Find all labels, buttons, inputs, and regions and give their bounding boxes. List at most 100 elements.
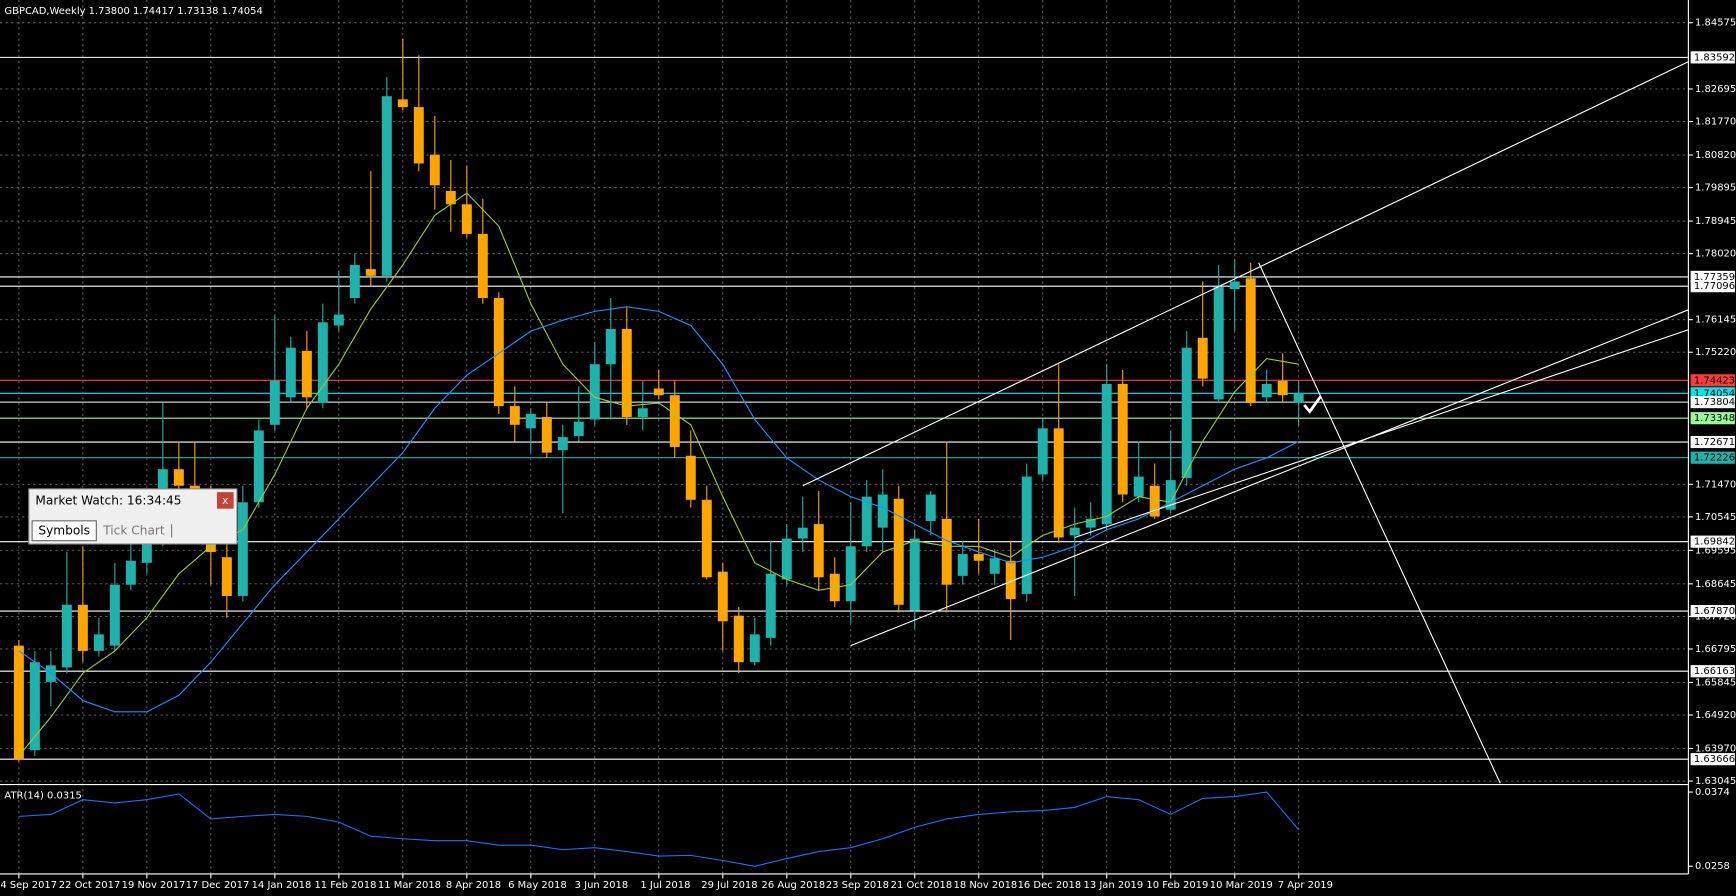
indicator-title: ATR(14) 0.0315 — [4, 791, 81, 802]
y-tick-label: 1.65845 — [1695, 677, 1736, 688]
price-plot — [0, 38, 1689, 784]
candle-body — [93, 634, 104, 651]
candle-body — [605, 328, 616, 365]
trend-line — [1074, 329, 1689, 539]
x-tick-label: 19 Nov 2017 — [122, 880, 186, 891]
trend-line — [850, 309, 1689, 647]
y-tick-label: 1.81770 — [1695, 117, 1736, 128]
x-tick-label: 7 Apr 2019 — [1278, 880, 1333, 891]
candle-body — [29, 662, 40, 751]
y-tick-label: 1.68645 — [1695, 579, 1736, 590]
level-label-box — [1690, 51, 1735, 64]
candle-body — [461, 204, 472, 234]
y-tick-label: 1.70545 — [1695, 512, 1736, 523]
x-tick-label: 6 May 2018 — [508, 880, 567, 891]
window-title: Market Watch: 16:34:45 — [35, 493, 181, 507]
grid — [0, 0, 1689, 874]
y-tick-label: 1.80820 — [1695, 150, 1736, 161]
x-tick-label: 10 Mar 2019 — [1210, 880, 1273, 891]
candle-body — [749, 634, 760, 663]
candle-body — [1005, 560, 1016, 600]
candle-body — [1293, 393, 1304, 403]
atr-plot — [18, 791, 1300, 867]
candle-body — [1053, 428, 1064, 538]
candle-body — [1133, 476, 1144, 497]
x-tick-label: 21 Oct 2018 — [891, 880, 953, 891]
x-tick-label: 3 Jun 2018 — [575, 880, 629, 891]
x-tick-label: 22 Oct 2017 — [59, 880, 121, 891]
candle-body — [909, 538, 920, 611]
candle-body — [429, 154, 440, 186]
candle-body — [781, 538, 792, 580]
candle-body — [13, 645, 24, 760]
candle-body — [125, 560, 136, 585]
candle-body — [173, 469, 184, 486]
candle-body — [525, 413, 536, 429]
x-tick-label: 8 Apr 2018 — [446, 880, 501, 891]
level-label: 1.63666 — [1694, 754, 1735, 765]
cursor-mark — [1303, 395, 1322, 414]
level-label: 1.73348 — [1694, 413, 1735, 424]
y-tick-label: 0.0258 — [1695, 861, 1730, 872]
x-tick-label: 17 Dec 2017 — [186, 880, 250, 891]
chart-title: GBPCAD,Weekly 1.73800 1.74417 1.73138 1.… — [4, 6, 262, 17]
candle-body — [1277, 380, 1288, 396]
y-tick-label: 1.84575 — [1695, 18, 1736, 29]
y-tick-label: 1.69595 — [1695, 545, 1736, 556]
candle-body — [589, 364, 600, 420]
level-label: 1.83592 — [1694, 52, 1735, 63]
candle-body — [237, 502, 248, 596]
candle-body — [893, 498, 904, 605]
level-label-box — [1690, 535, 1735, 548]
level-label: 1.67870 — [1694, 606, 1735, 617]
tab-active[interactable] — [31, 520, 97, 542]
candle-body — [925, 494, 936, 521]
candle-body — [797, 527, 808, 539]
x-tick-label: 18 Nov 2018 — [953, 880, 1017, 891]
level-label-box — [1690, 280, 1735, 293]
market-watch-window[interactable]: Market Watch: 16:34:45 x Symbols Tick Ch… — [28, 488, 238, 545]
candle-body — [621, 328, 632, 418]
tab-label[interactable]: Symbols — [38, 523, 90, 537]
x-tick-label: 11 Feb 2018 — [314, 880, 376, 891]
y-tick-label: 1.64920 — [1695, 710, 1736, 721]
tab-label[interactable]: Tick Chart — [102, 523, 165, 537]
x-tick-label: 26 Aug 2018 — [762, 880, 826, 891]
level-label-box — [1690, 374, 1735, 387]
check-icon — [1303, 395, 1322, 414]
candle-body — [877, 494, 888, 528]
moving-average — [18, 306, 1299, 713]
level-label-box — [1690, 753, 1735, 766]
candle-body — [1149, 485, 1160, 517]
candle-body — [957, 554, 968, 576]
candle-body — [1181, 347, 1192, 478]
level-label: 1.72226 — [1694, 453, 1735, 464]
x-tick-label: 13 Jan 2019 — [1084, 880, 1144, 891]
candle-body — [269, 380, 280, 425]
level-label: 1.72671 — [1694, 437, 1735, 448]
level-label: 1.77096 — [1694, 281, 1735, 292]
level-label-box — [1690, 412, 1735, 425]
close-button[interactable] — [217, 492, 234, 509]
y-tick-label: 1.76145 — [1695, 315, 1736, 326]
level-label: 1.74054 — [1694, 388, 1735, 399]
y-tick-label: 1.78020 — [1695, 249, 1736, 260]
x-tick-label: 11 Mar 2018 — [378, 880, 441, 891]
level-label-box — [1690, 605, 1735, 618]
level-label: 1.66163 — [1694, 666, 1735, 677]
candle-body — [381, 96, 392, 276]
y-tick-label: 1.71470 — [1695, 479, 1736, 490]
indicator-line — [18, 791, 1300, 867]
candle-body — [1165, 480, 1176, 510]
candle-body — [973, 554, 984, 561]
candle-body — [941, 518, 952, 585]
level-label: 1.74423 — [1694, 375, 1735, 386]
candle-body — [77, 604, 88, 651]
close-button-label[interactable]: x — [222, 494, 229, 507]
y-tick-label: 1.63045 — [1695, 776, 1736, 787]
level-label: 1.73804 — [1694, 397, 1735, 408]
candle-body — [509, 406, 520, 425]
